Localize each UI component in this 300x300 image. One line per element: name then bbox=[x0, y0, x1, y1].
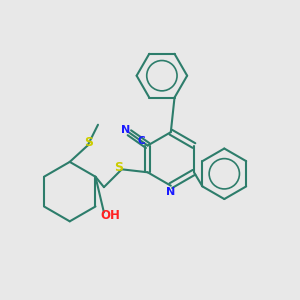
Text: S: S bbox=[114, 161, 123, 174]
Text: OH: OH bbox=[100, 209, 120, 222]
Text: N: N bbox=[166, 187, 176, 197]
Text: N: N bbox=[121, 125, 130, 135]
Text: S: S bbox=[84, 136, 93, 149]
Text: C: C bbox=[138, 136, 145, 146]
